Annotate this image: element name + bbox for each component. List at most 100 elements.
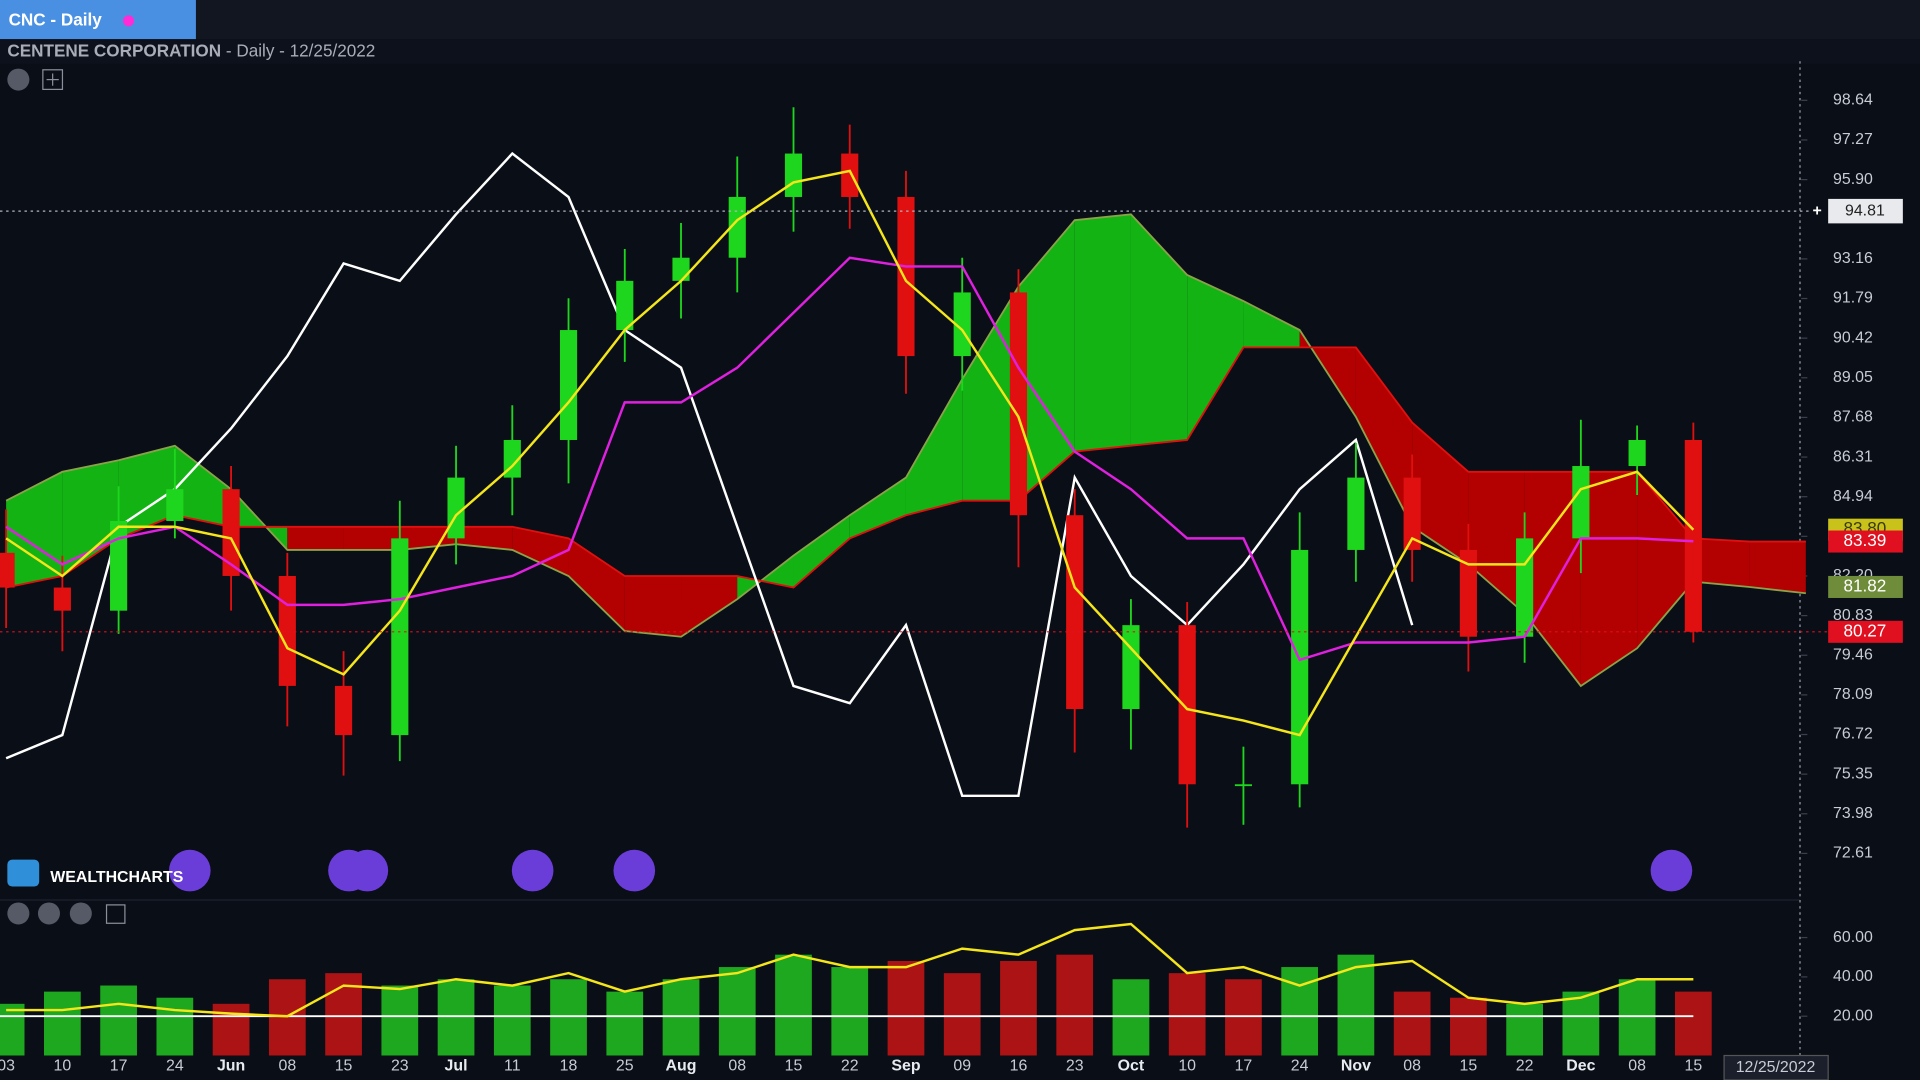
candle-body: [1572, 466, 1590, 539]
add-button[interactable]: [42, 69, 64, 90]
cloud-segment: [118, 445, 175, 539]
candle-body: [334, 685, 353, 736]
price-badge: [1828, 575, 1903, 598]
cloud-segment: [1074, 214, 1131, 452]
cloud-segment: [1355, 347, 1413, 527]
crosshair-label: 94.81: [1845, 202, 1885, 219]
tab-label: CNC - Daily: [9, 9, 103, 29]
crosshair-badge: [1828, 198, 1903, 224]
y-tick-label: 87.68: [1833, 409, 1873, 426]
candle-body: [391, 538, 409, 736]
x-tick-label: 11: [504, 1058, 521, 1075]
event-icon[interactable]: [613, 849, 656, 892]
collapse-button[interactable]: [37, 902, 60, 925]
chart-subtitle: - Daily - 12/25/2022: [221, 40, 375, 60]
x-tick-label: Jun: [217, 1058, 245, 1075]
tab-dot: [123, 15, 135, 27]
x-tick-label: 15: [1460, 1058, 1478, 1075]
symbol-tab[interactable]: [0, 0, 196, 40]
x-tick-label: 10: [1178, 1058, 1196, 1075]
candle-body: [953, 292, 971, 357]
volume-bar: [1000, 960, 1037, 1056]
candle-body: [1234, 784, 1252, 787]
x-tick-label: 03: [0, 1058, 15, 1075]
volume-bar: [43, 991, 81, 1056]
x-tick-label: 08: [728, 1058, 746, 1075]
x-tick-label: Nov: [1341, 1058, 1371, 1075]
y-tick-label: 79.46: [1833, 646, 1873, 663]
x-tick-label: Dec: [1566, 1058, 1595, 1075]
x-tick-label: 22: [1516, 1058, 1534, 1075]
event-icon[interactable]: [168, 849, 211, 892]
volume-bar: [437, 979, 475, 1056]
x-tick-label: 09: [953, 1058, 971, 1075]
candle-body: [0, 552, 15, 588]
event-icon[interactable]: [328, 849, 370, 892]
logo-icon: [7, 859, 40, 887]
candle-body: [278, 575, 296, 686]
volume-bar: [606, 991, 644, 1056]
cloud-segment: [849, 477, 906, 539]
cloud-span-line: [5, 346, 1806, 589]
volume-bar: [1506, 1003, 1543, 1056]
cloud-segment: [6, 471, 63, 588]
price-badge-label: 80.27: [1843, 620, 1886, 640]
candle-body: [897, 196, 915, 357]
y-tick-label: 60.00: [1833, 929, 1873, 946]
y-tick-label: 89.05: [1833, 369, 1873, 386]
y-tick-label: 73.98: [1833, 805, 1873, 822]
volume-bar: [943, 973, 981, 1056]
candle-body: [1403, 477, 1421, 550]
price-badge: [1828, 620, 1903, 643]
volume-bar: [550, 979, 587, 1056]
volume-bar: [775, 954, 812, 1056]
x-tick-label: 15: [335, 1058, 353, 1075]
y-tick-label: 91.79: [1833, 290, 1873, 307]
cloud-segment: [1749, 541, 1806, 594]
cloud-segment: [1468, 471, 1525, 614]
event-icon[interactable]: [1650, 849, 1693, 892]
y-tick-label: 72.61: [1833, 845, 1873, 862]
event-icon[interactable]: [511, 849, 554, 892]
oscillator-line: [6, 922, 1694, 1018]
x-tick-label: 23: [391, 1058, 409, 1075]
y-tick-label: 90.42: [1833, 329, 1873, 346]
volume-bar: [100, 985, 137, 1056]
x-tick-label: 15: [785, 1058, 803, 1075]
candle-body: [841, 153, 859, 197]
volume-bar: [156, 997, 194, 1056]
volume-bar: [493, 985, 531, 1056]
volume-bar: [1618, 979, 1656, 1056]
expand-button[interactable]: [69, 902, 92, 925]
lagging-line: [5, 151, 1414, 798]
volume-bar: [212, 1003, 250, 1056]
candle-body: [1347, 477, 1365, 550]
cloud-segment: [512, 526, 569, 576]
cloud-segment: [1693, 538, 1750, 587]
tool-button[interactable]: [7, 68, 30, 91]
candle-body: [222, 489, 240, 576]
volume-bar: [1225, 979, 1262, 1056]
price-badge: [1828, 530, 1903, 553]
candle-body: [1628, 439, 1646, 467]
x-tick-label: 16: [1010, 1058, 1028, 1075]
volume-bar: [1337, 954, 1375, 1056]
x-tick-label: 25: [616, 1058, 634, 1075]
company-name: CENTENE CORPORATION: [7, 40, 221, 60]
candle-body: [1459, 549, 1477, 637]
date-box: [1723, 1054, 1829, 1080]
volume-bar: [1056, 954, 1094, 1056]
candle-body: [1291, 549, 1309, 785]
cloud-segment: [681, 575, 738, 637]
cloud-segment: [1187, 275, 1244, 440]
candle-body: [166, 489, 184, 521]
volume-bar: [831, 967, 869, 1056]
volume-bar: [1112, 979, 1150, 1056]
candle-body: [672, 257, 690, 281]
tool-button[interactable]: [7, 902, 30, 925]
x-tick-label: 15: [1684, 1058, 1702, 1075]
candle-body: [559, 330, 578, 440]
indicator-line: [5, 256, 1694, 662]
add-button[interactable]: [105, 904, 126, 924]
